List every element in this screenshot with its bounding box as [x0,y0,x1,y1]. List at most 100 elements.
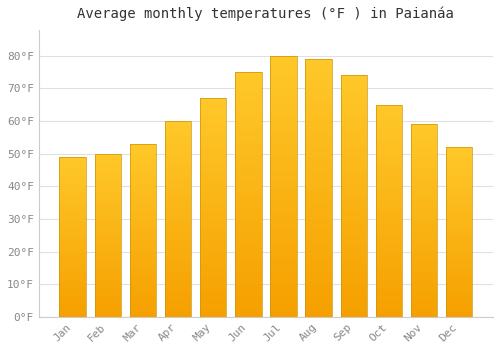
Bar [200,159,226,164]
Bar [94,170,121,173]
Bar [306,95,332,100]
Bar [270,124,296,129]
Bar [60,182,86,186]
Bar [340,196,367,201]
Bar [60,250,86,253]
Bar [270,82,296,87]
Bar [94,297,121,301]
Bar [94,222,121,225]
Bar [200,142,226,146]
Bar [306,136,332,141]
Bar [94,284,121,287]
Bar [200,111,226,116]
Bar [130,175,156,178]
Bar [306,111,332,116]
Bar [340,210,367,215]
Bar [411,186,438,190]
Bar [60,275,86,278]
Bar [235,136,262,141]
Bar [376,173,402,177]
Bar [270,181,296,186]
Bar [411,178,438,182]
Bar [94,268,121,271]
Bar [411,271,438,274]
Bar [306,286,332,291]
Bar [306,229,332,234]
Bar [376,126,402,130]
Bar [235,233,262,238]
Bar [340,143,367,148]
Bar [411,170,438,174]
Bar [60,186,86,189]
Bar [411,301,438,305]
Bar [340,268,367,273]
Bar [130,293,156,296]
Bar [340,153,367,158]
Bar [446,191,472,195]
Bar [94,154,121,157]
Bar [94,235,121,238]
Bar [200,181,226,186]
Bar [94,193,121,196]
Bar [340,249,367,254]
Bar [60,301,86,304]
Bar [200,286,226,290]
Bar [376,139,402,143]
Bar [340,225,367,230]
Bar [270,56,296,61]
Bar [165,250,191,254]
Bar [270,249,296,254]
Bar [376,151,402,155]
Bar [376,308,402,313]
Bar [235,189,262,194]
Bar [60,266,86,269]
Bar [200,251,226,256]
Bar [376,215,402,219]
Bar [130,258,156,261]
Bar [60,167,86,170]
Bar [130,244,156,247]
Bar [411,294,438,298]
Bar [340,230,367,235]
Bar [376,168,402,173]
Bar [200,177,226,181]
Bar [235,180,262,184]
Bar [165,223,191,227]
Bar [376,202,402,206]
Bar [411,313,438,317]
Bar [130,227,156,230]
Bar [130,213,156,216]
Bar [376,211,402,215]
Bar [446,300,472,303]
Bar [340,167,367,172]
Bar [94,271,121,274]
Bar [411,132,438,136]
Bar [130,289,156,293]
Bar [130,247,156,251]
Bar [60,253,86,256]
Bar [200,295,226,299]
Bar [60,285,86,288]
Bar [165,243,191,246]
Bar [446,205,472,208]
Bar [446,252,472,256]
Bar [446,293,472,296]
Bar [376,189,402,194]
Bar [235,312,262,317]
Bar [340,186,367,191]
Bar [270,191,296,197]
Bar [411,182,438,186]
Bar [270,223,296,228]
Bar [306,265,332,271]
Bar [130,206,156,210]
Bar [270,212,296,218]
Bar [200,103,226,107]
Bar [130,164,156,168]
Bar [411,201,438,205]
Bar [165,121,191,125]
Bar [165,160,191,164]
Bar [200,308,226,313]
Bar [306,260,332,265]
Bar [200,194,226,199]
Bar [200,313,226,317]
